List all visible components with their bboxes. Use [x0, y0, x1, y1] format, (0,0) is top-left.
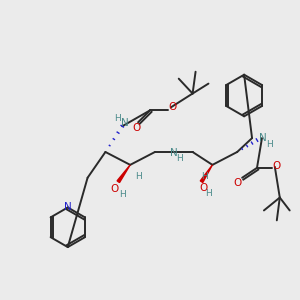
Polygon shape [200, 165, 212, 182]
Text: H: H [135, 172, 142, 181]
Text: H: H [119, 190, 126, 199]
Text: O: O [169, 102, 177, 112]
Polygon shape [117, 165, 130, 183]
Text: N: N [122, 118, 129, 128]
Text: H: H [176, 154, 183, 164]
Text: O: O [273, 161, 281, 171]
Text: O: O [110, 184, 118, 194]
Text: O: O [233, 178, 241, 188]
Text: H: H [205, 189, 212, 198]
Text: O: O [132, 123, 140, 133]
Text: N: N [64, 202, 72, 212]
Text: H: H [114, 114, 121, 123]
Text: H: H [201, 172, 208, 181]
Text: H: H [266, 140, 273, 148]
Text: N: N [259, 133, 267, 143]
Text: N: N [170, 148, 178, 158]
Text: O: O [200, 183, 208, 193]
